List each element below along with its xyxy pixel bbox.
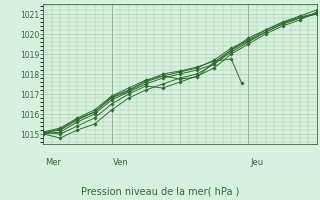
Text: Jeu: Jeu: [250, 158, 263, 167]
Text: Pression niveau de la mer( hPa ): Pression niveau de la mer( hPa ): [81, 186, 239, 196]
Text: Mer: Mer: [45, 158, 61, 167]
Text: Ven: Ven: [113, 158, 129, 167]
